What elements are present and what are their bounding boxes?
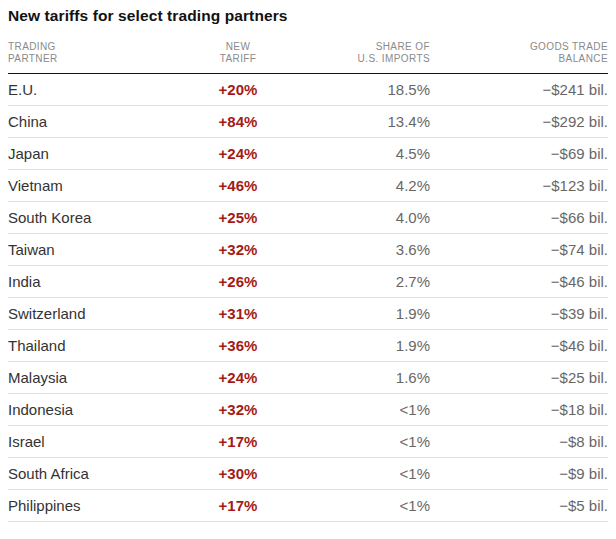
tariff-cell: +32% — [168, 394, 308, 426]
share-cell: <1% — [308, 394, 430, 426]
balance-cell: −$39 bil. — [430, 298, 608, 330]
table-row: Vietnam +46% 4.2% −$123 bil. — [8, 170, 608, 202]
balance-cell: −$66 bil. — [430, 202, 608, 234]
balance-cell: −$8 bil. — [430, 426, 608, 458]
share-cell: 13.4% — [308, 106, 430, 138]
share-cell: 3.6% — [308, 234, 430, 266]
balance-cell: −$123 bil. — [430, 170, 608, 202]
partner-cell: E.U. — [8, 74, 168, 106]
partner-cell: India — [8, 266, 168, 298]
column-header-trading-partner: TRADING PARTNER — [8, 41, 168, 74]
tariff-cell: +25% — [168, 202, 308, 234]
partner-cell: South Korea — [8, 202, 168, 234]
table-body: E.U. +20% 18.5% −$241 bil. China +84% 13… — [8, 74, 608, 522]
balance-cell: −$18 bil. — [430, 394, 608, 426]
balance-cell: −$9 bil. — [430, 458, 608, 490]
balance-cell: −$241 bil. — [430, 74, 608, 106]
partner-cell: China — [8, 106, 168, 138]
column-header-trade-balance: GOODS TRADE BALANCE — [430, 41, 608, 74]
balance-cell: −$46 bil. — [430, 330, 608, 362]
partner-cell: Japan — [8, 138, 168, 170]
table-row: Philippines +17% <1% −$5 bil. — [8, 490, 608, 522]
tariff-cell: +26% — [168, 266, 308, 298]
tariff-cell: +32% — [168, 234, 308, 266]
table-row: China +84% 13.4% −$292 bil. — [8, 106, 608, 138]
share-cell: 2.7% — [308, 266, 430, 298]
tariff-cell: +30% — [168, 458, 308, 490]
table-row: South Africa +30% <1% −$9 bil. — [8, 458, 608, 490]
share-cell: <1% — [308, 426, 430, 458]
table-row: South Korea +25% 4.0% −$66 bil. — [8, 202, 608, 234]
partner-cell: South Africa — [8, 458, 168, 490]
table-row: Malaysia +24% 1.6% −$25 bil. — [8, 362, 608, 394]
table-row: Indonesia +32% <1% −$18 bil. — [8, 394, 608, 426]
balance-cell: −$5 bil. — [430, 490, 608, 522]
share-cell: 4.0% — [308, 202, 430, 234]
tariff-cell: +24% — [168, 362, 308, 394]
share-cell: 1.9% — [308, 330, 430, 362]
column-header-new-tariff: NEW TARIFF — [168, 41, 308, 74]
share-cell: 4.2% — [308, 170, 430, 202]
partner-cell: Indonesia — [8, 394, 168, 426]
share-cell: 1.6% — [308, 362, 430, 394]
tariff-cell: +20% — [168, 74, 308, 106]
table-header: TRADING PARTNER NEW TARIFF SHARE OF U.S.… — [8, 41, 608, 74]
share-cell: 1.9% — [308, 298, 430, 330]
partner-cell: Thailand — [8, 330, 168, 362]
balance-cell: −$46 bil. — [430, 266, 608, 298]
tariff-table-graphic: New tariffs for select trading partners … — [0, 0, 616, 539]
share-cell: 18.5% — [308, 74, 430, 106]
share-cell: 4.5% — [308, 138, 430, 170]
table-row: Israel +17% <1% −$8 bil. — [8, 426, 608, 458]
table-row: Japan +24% 4.5% −$69 bil. — [8, 138, 608, 170]
partner-cell: Switzerland — [8, 298, 168, 330]
tariff-cell: +17% — [168, 490, 308, 522]
share-cell: <1% — [308, 490, 430, 522]
partner-cell: Israel — [8, 426, 168, 458]
balance-cell: −$292 bil. — [430, 106, 608, 138]
partner-cell: Vietnam — [8, 170, 168, 202]
table-row: Thailand +36% 1.9% −$46 bil. — [8, 330, 608, 362]
table-row: E.U. +20% 18.5% −$241 bil. — [8, 74, 608, 106]
partner-cell: Taiwan — [8, 234, 168, 266]
tariff-cell: +24% — [168, 138, 308, 170]
tariff-cell: +84% — [168, 106, 308, 138]
tariff-cell: +36% — [168, 330, 308, 362]
tariff-table: TRADING PARTNER NEW TARIFF SHARE OF U.S.… — [8, 41, 608, 522]
page-title: New tariffs for select trading partners — [8, 0, 608, 25]
balance-cell: −$74 bil. — [430, 234, 608, 266]
tariff-cell: +17% — [168, 426, 308, 458]
header-row: TRADING PARTNER NEW TARIFF SHARE OF U.S.… — [8, 41, 608, 74]
column-header-share-imports: SHARE OF U.S. IMPORTS — [308, 41, 430, 74]
tariff-cell: +46% — [168, 170, 308, 202]
table-row: Taiwan +32% 3.6% −$74 bil. — [8, 234, 608, 266]
partner-cell: Philippines — [8, 490, 168, 522]
partner-cell: Malaysia — [8, 362, 168, 394]
balance-cell: −$69 bil. — [430, 138, 608, 170]
table-row: Switzerland +31% 1.9% −$39 bil. — [8, 298, 608, 330]
balance-cell: −$25 bil. — [430, 362, 608, 394]
share-cell: <1% — [308, 458, 430, 490]
tariff-cell: +31% — [168, 298, 308, 330]
table-row: India +26% 2.7% −$46 bil. — [8, 266, 608, 298]
